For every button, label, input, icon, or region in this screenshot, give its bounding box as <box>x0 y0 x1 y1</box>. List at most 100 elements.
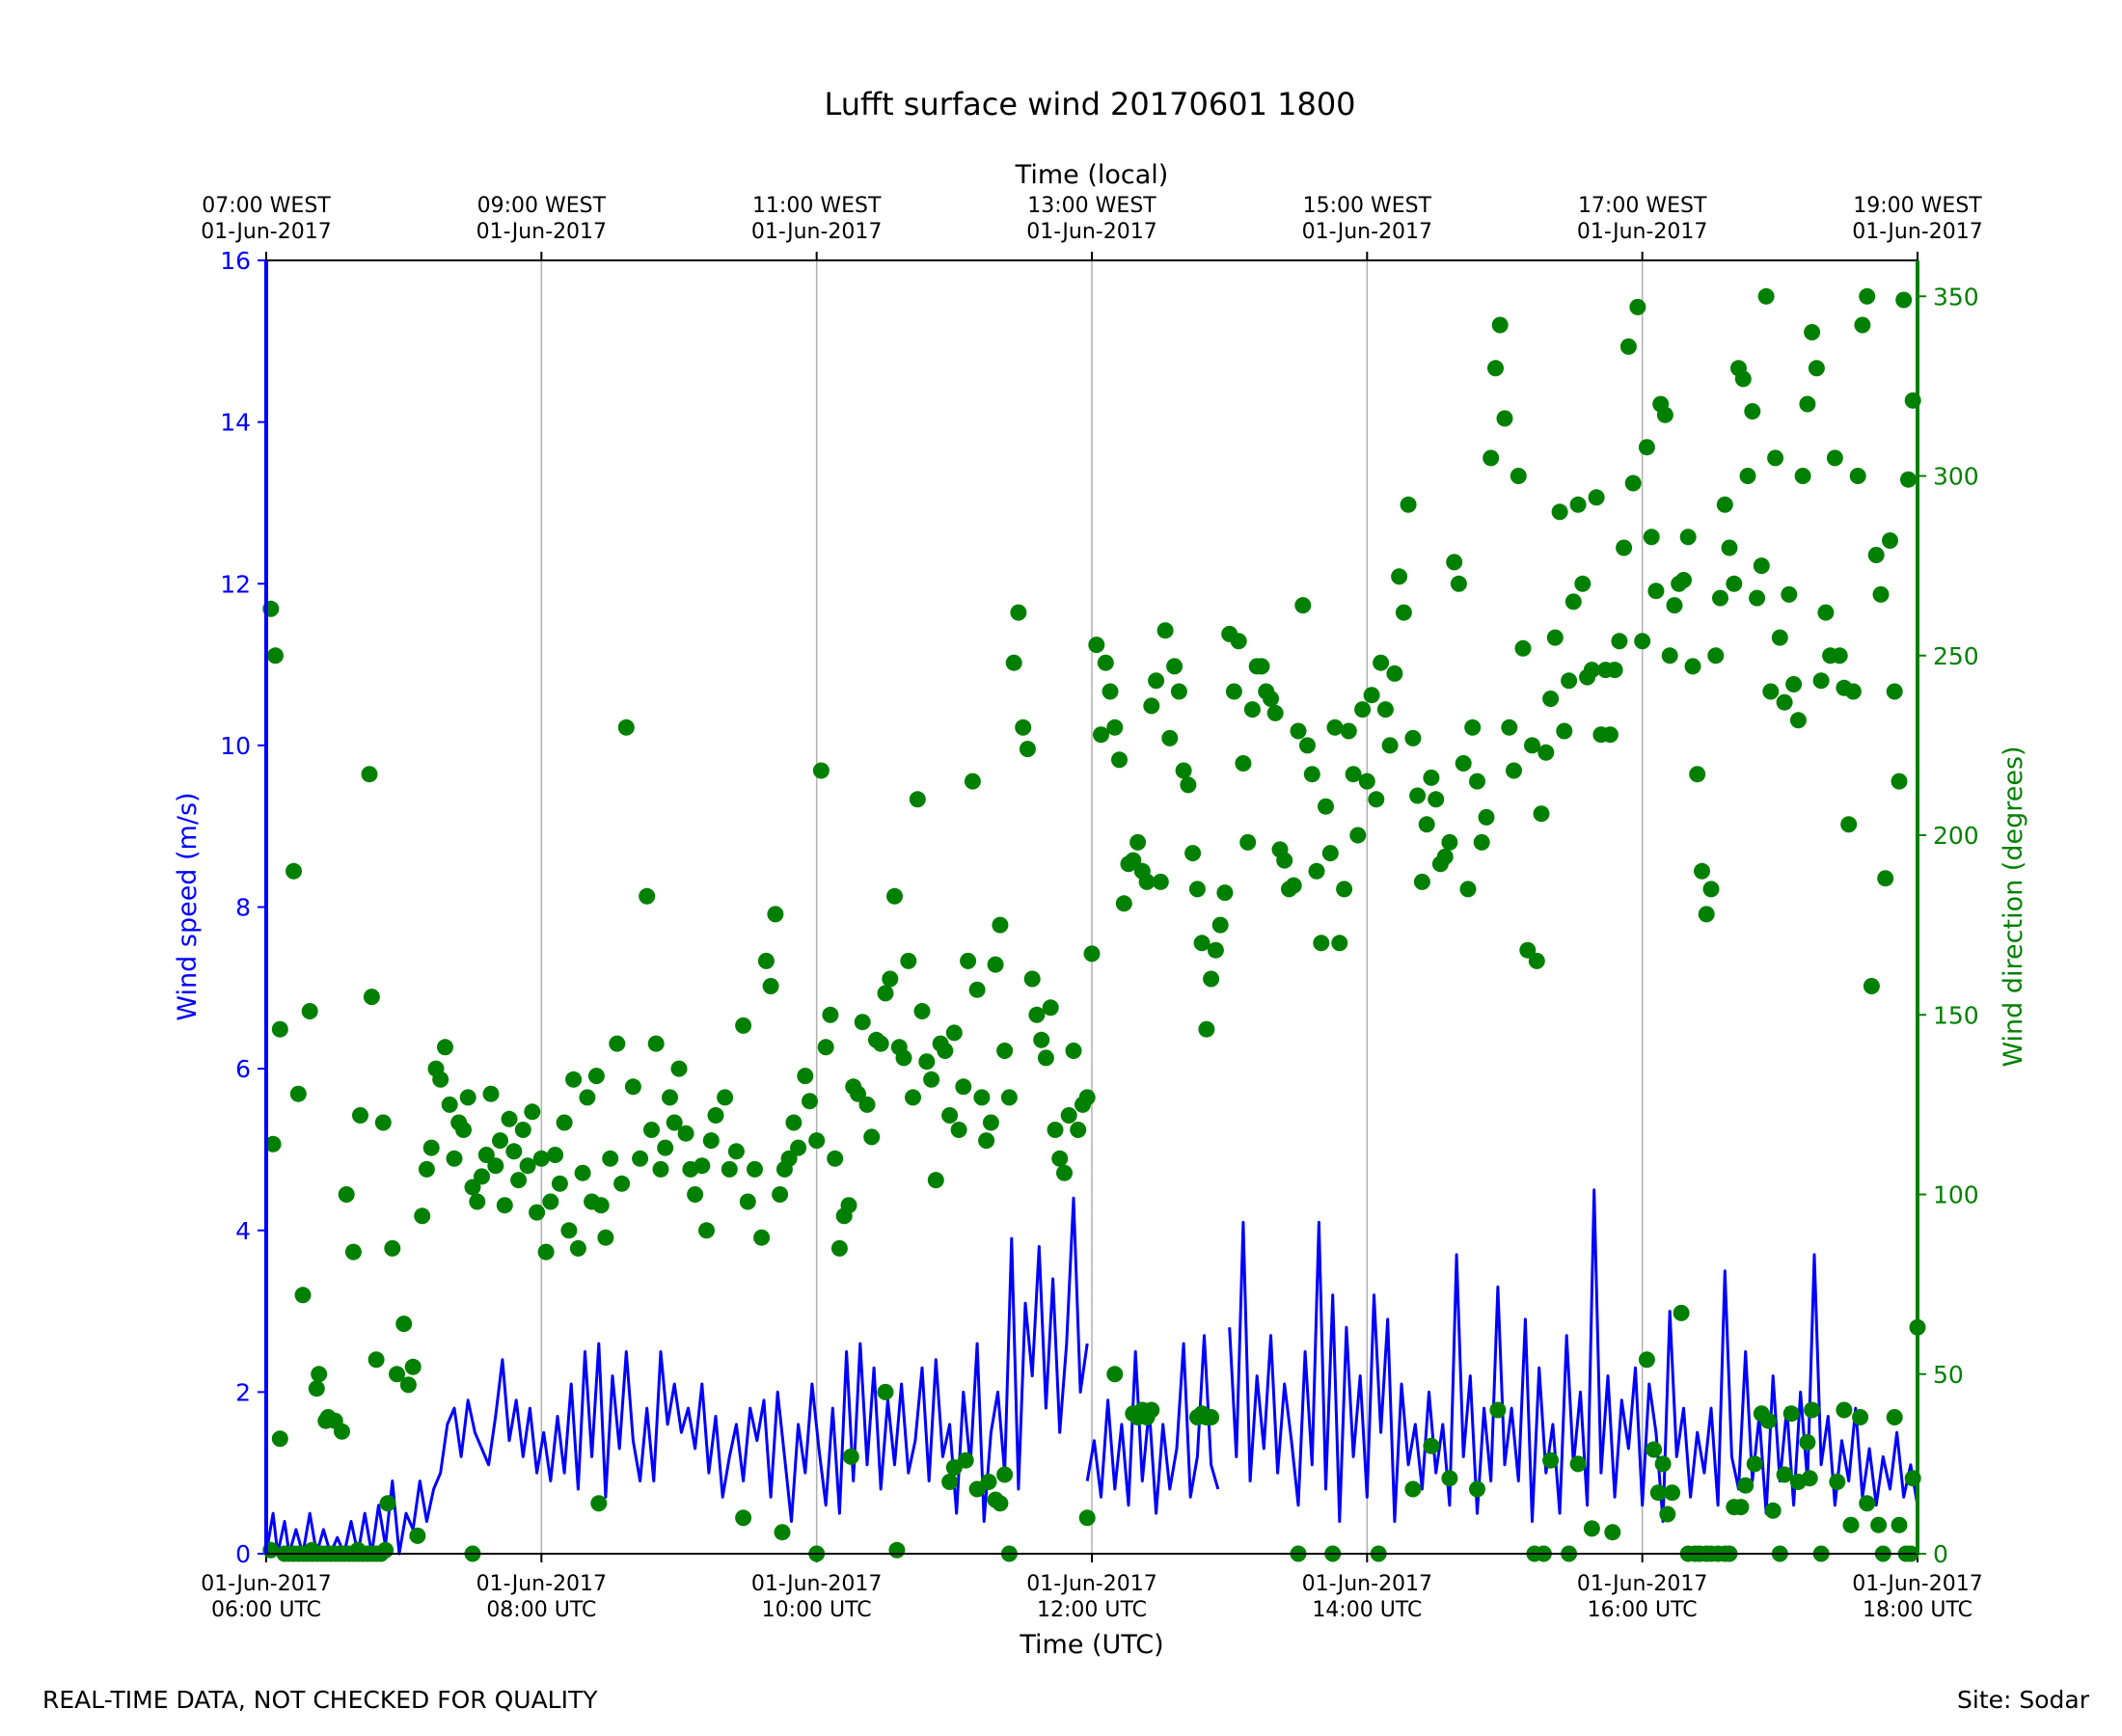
wind-direction-point <box>1005 654 1022 671</box>
wind-direction-point <box>1759 1412 1777 1429</box>
x2-tick-label: 01-Jun-2017 <box>1302 220 1432 244</box>
wind-direction-point <box>945 1024 963 1042</box>
wind-direction-point <box>1867 547 1885 563</box>
wind-direction-point <box>964 773 981 790</box>
wind-direction-point <box>1161 729 1179 746</box>
wind-direction-point <box>1345 766 1362 783</box>
wind-direction-point <box>1263 691 1279 707</box>
wind-direction-point <box>780 1150 798 1167</box>
wind-direction-point <box>395 1316 413 1333</box>
y-tick-label: 4 <box>235 1217 251 1245</box>
wind-direction-point <box>1886 1409 1903 1425</box>
wind-direction-point <box>1129 833 1147 851</box>
wind-direction-point <box>1872 585 1890 603</box>
wind-direction-point <box>267 647 284 665</box>
wind-direction-point <box>505 1143 523 1160</box>
wind-direction-point <box>785 1114 803 1131</box>
wind-direction-point <box>1211 916 1229 934</box>
wind-direction-point <box>987 956 1004 973</box>
wind-direction-point <box>1294 597 1312 614</box>
x-tick-label: 01-Jun-2017 <box>1026 1572 1156 1596</box>
wind-direction-point <box>1895 291 1913 309</box>
wind-direction-point <box>1464 719 1482 736</box>
wind-direction-point <box>905 1089 921 1106</box>
wind-direction-point <box>1510 468 1527 484</box>
wind-direction-point <box>790 1139 807 1156</box>
wind-direction-point <box>1093 726 1109 744</box>
wind-direction-point <box>1737 1477 1755 1494</box>
wind-direction-point <box>579 1089 596 1106</box>
wind-direction-point <box>1546 629 1564 646</box>
wind-direction-point <box>1203 970 1220 988</box>
wind-direction-point <box>1496 410 1513 427</box>
wind-direction-point <box>1391 568 1408 585</box>
wind-direction-point <box>895 1049 912 1067</box>
wind-direction-point <box>1882 532 1898 549</box>
wind-direction-point <box>1771 629 1788 646</box>
wind-direction-point <box>882 970 899 988</box>
wind-direction-point <box>762 978 779 994</box>
wind-direction-point <box>1225 683 1242 700</box>
wind-direction-point <box>1019 741 1036 758</box>
wind-direction-point <box>1051 1150 1069 1167</box>
wind-direction-point <box>950 1122 967 1138</box>
wind-direction-point <box>923 1071 940 1088</box>
wind-direction-point <box>1506 762 1522 779</box>
wind-direction-point <box>1654 1455 1672 1473</box>
wind-direction-point <box>1455 755 1472 772</box>
wind-direction-point <box>1175 762 1192 779</box>
y-tick-label: 12 <box>220 570 251 598</box>
wind-direction-point <box>1056 1164 1073 1181</box>
x-tick-label: 18:00 UTC <box>1863 1598 1972 1622</box>
wind-direction-point <box>496 1197 513 1214</box>
wind-direction-point <box>422 1139 440 1156</box>
wind-direction-point <box>1207 941 1224 959</box>
wind-direction-point <box>271 1430 288 1448</box>
wind-direction-point <box>1203 1409 1220 1425</box>
wind-direction-point <box>982 1114 999 1131</box>
wind-direction-point <box>840 1197 857 1214</box>
wind-direction-point <box>304 1541 321 1559</box>
wind-direction-point <box>1900 471 1917 488</box>
wind-direction-point <box>1564 593 1582 610</box>
wind-direction-point <box>1299 737 1316 754</box>
wind-direction-point <box>1243 701 1261 719</box>
wind-direction-point <box>1253 658 1270 675</box>
wind-direction-point <box>1732 1499 1750 1516</box>
wind-direction-point <box>1170 683 1187 700</box>
wind-direction-point <box>501 1110 518 1127</box>
wind-direction-point <box>352 1107 368 1124</box>
wind-direction-point <box>992 1495 1009 1512</box>
wind-direction-point <box>1785 676 1803 692</box>
x-tick-label: 01-Jun-2017 <box>476 1572 607 1596</box>
wind-direction-point <box>1776 1466 1793 1483</box>
wind-direction-point <box>409 1527 426 1544</box>
wind-direction-point <box>802 1093 818 1110</box>
wind-direction-point <box>1143 697 1160 715</box>
wind-direction-point <box>1746 1455 1763 1473</box>
wind-direction-point <box>1138 873 1156 890</box>
wind-direction-point <box>698 1222 715 1239</box>
wind-direction-point <box>455 1122 472 1138</box>
wind-speed-line <box>1085 1334 1220 1515</box>
wind-direction-point <box>602 1150 619 1167</box>
x2-tick-label: 09:00 WEST <box>477 194 607 218</box>
wind-direction-point <box>1308 862 1325 880</box>
wind-direction-point <box>980 1474 997 1490</box>
wind-direction-point <box>1801 1470 1818 1487</box>
wind-direction-point <box>1216 884 1234 902</box>
wind-direction-point <box>1519 941 1537 959</box>
wind-direction-point <box>1726 575 1743 592</box>
y-tick-label: 16 <box>220 247 251 275</box>
wind-direction-point <box>687 1186 704 1203</box>
wind-direction-point <box>1702 881 1720 898</box>
wind-direction-point <box>666 1114 683 1131</box>
wind-direction-point <box>574 1164 591 1181</box>
x-tick-label: 12:00 UTC <box>1037 1598 1147 1622</box>
wind-direction-point <box>639 887 656 905</box>
wind-direction-point <box>384 1239 401 1257</box>
wind-direction-point <box>374 1114 392 1131</box>
